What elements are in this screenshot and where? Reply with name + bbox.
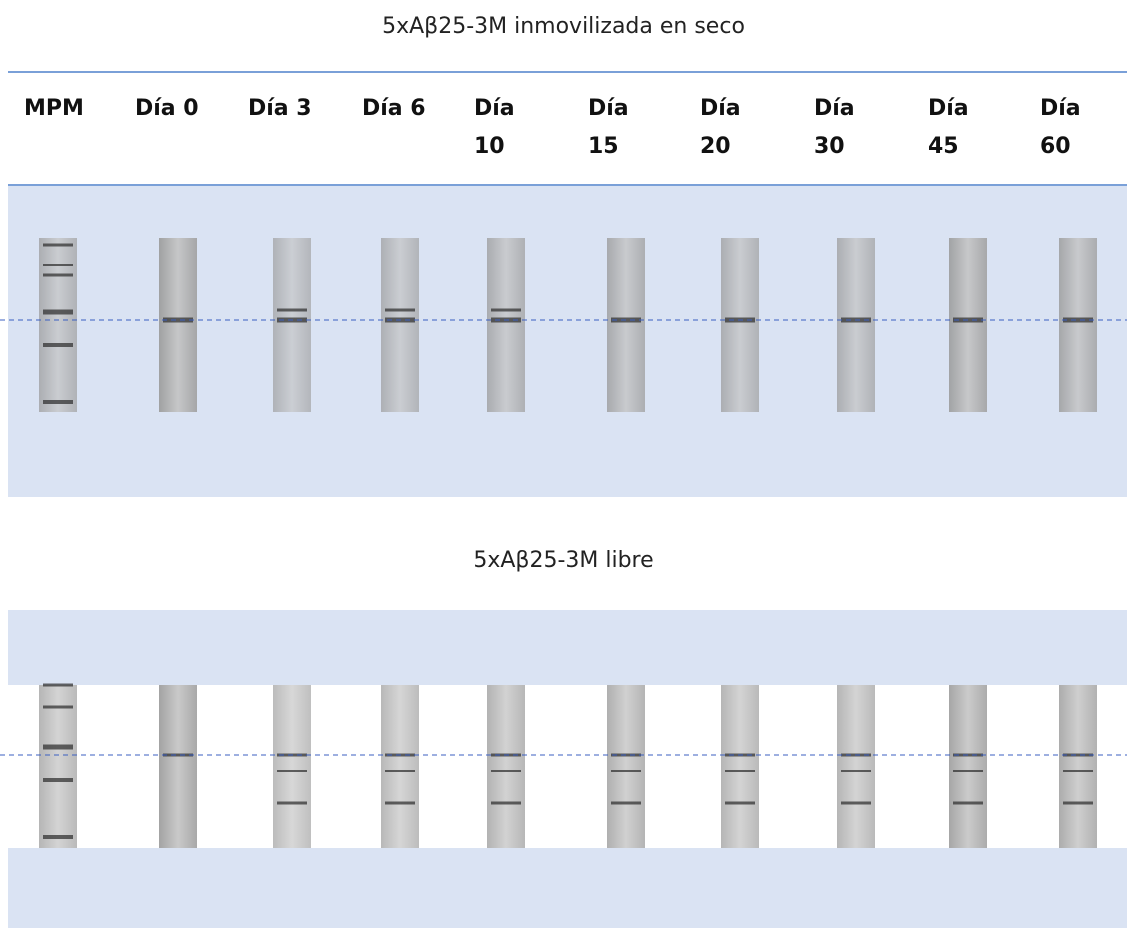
gel-lane: [487, 238, 525, 412]
column-header: MPM: [24, 90, 124, 128]
gel-lane: [837, 685, 875, 848]
gel-band: [43, 310, 73, 315]
column-header: Día 6: [362, 90, 462, 128]
gel-lane: [39, 685, 77, 848]
panel-background: [8, 848, 1127, 928]
gel-band: [1063, 754, 1093, 757]
gel-band: [163, 318, 193, 323]
column-header: Día 45: [928, 90, 988, 166]
gel-band: [43, 274, 73, 277]
gel-band: [43, 264, 73, 266]
panel-background: [8, 610, 1127, 685]
gel-band: [491, 309, 521, 312]
gel-lane: [487, 685, 525, 848]
gel-lane: [837, 238, 875, 412]
gel-band: [43, 244, 73, 247]
column-header: Día 10: [474, 90, 534, 166]
gel-band: [43, 400, 73, 404]
gel-band: [163, 754, 193, 757]
gel-band: [491, 770, 521, 772]
gel-band: [953, 770, 983, 772]
gel-lane: [381, 238, 419, 412]
gel-lane: [949, 238, 987, 412]
column-header: Día 15: [588, 90, 648, 166]
gel-band: [43, 835, 73, 839]
gel-lane: [607, 685, 645, 848]
gel-lane: [273, 238, 311, 412]
column-header: Día 3: [248, 90, 348, 128]
gel-band: [725, 770, 755, 772]
gel-band: [43, 684, 73, 687]
gel-band: [43, 778, 73, 782]
gel-band: [277, 802, 307, 805]
gel-band: [611, 802, 641, 805]
gel-lane: [1059, 685, 1097, 848]
gel-lane: [159, 238, 197, 412]
gel-band: [43, 706, 73, 709]
gel-band: [385, 770, 415, 772]
gel-band: [841, 802, 871, 805]
panel-title: 5xAβ25-3M inmovilizada en seco: [0, 14, 1127, 39]
column-header: Día 20: [700, 90, 760, 166]
gel-band: [385, 309, 415, 312]
gel-band: [1063, 802, 1093, 805]
gel-lane: [273, 685, 311, 848]
gel-band: [385, 802, 415, 805]
gel-lane: [721, 685, 759, 848]
column-header: Día 60: [1040, 90, 1100, 166]
gel-lane: [721, 238, 759, 412]
gel-band: [1063, 770, 1093, 772]
gel-lane: [381, 685, 419, 848]
gel-band: [611, 770, 641, 772]
gel-band: [491, 802, 521, 805]
gel-lane: [159, 685, 197, 848]
gel-band: [43, 343, 73, 347]
figure: 5xAβ25-3M inmovilizada en seco 5xAβ25-3M…: [0, 0, 1127, 928]
gel-band: [725, 802, 755, 805]
gel-band: [277, 770, 307, 772]
gel-lane: [1059, 238, 1097, 412]
gel-band: [43, 745, 73, 750]
gel-lane: [949, 685, 987, 848]
column-header: Día 30: [814, 90, 874, 166]
panel-title: 5xAβ25-3M libre: [0, 548, 1127, 573]
gel-band: [1063, 318, 1093, 323]
gel-band: [277, 309, 307, 312]
column-header: Día 0: [135, 90, 235, 128]
gel-lane: [607, 238, 645, 412]
gel-band: [841, 770, 871, 772]
gel-band: [953, 802, 983, 805]
